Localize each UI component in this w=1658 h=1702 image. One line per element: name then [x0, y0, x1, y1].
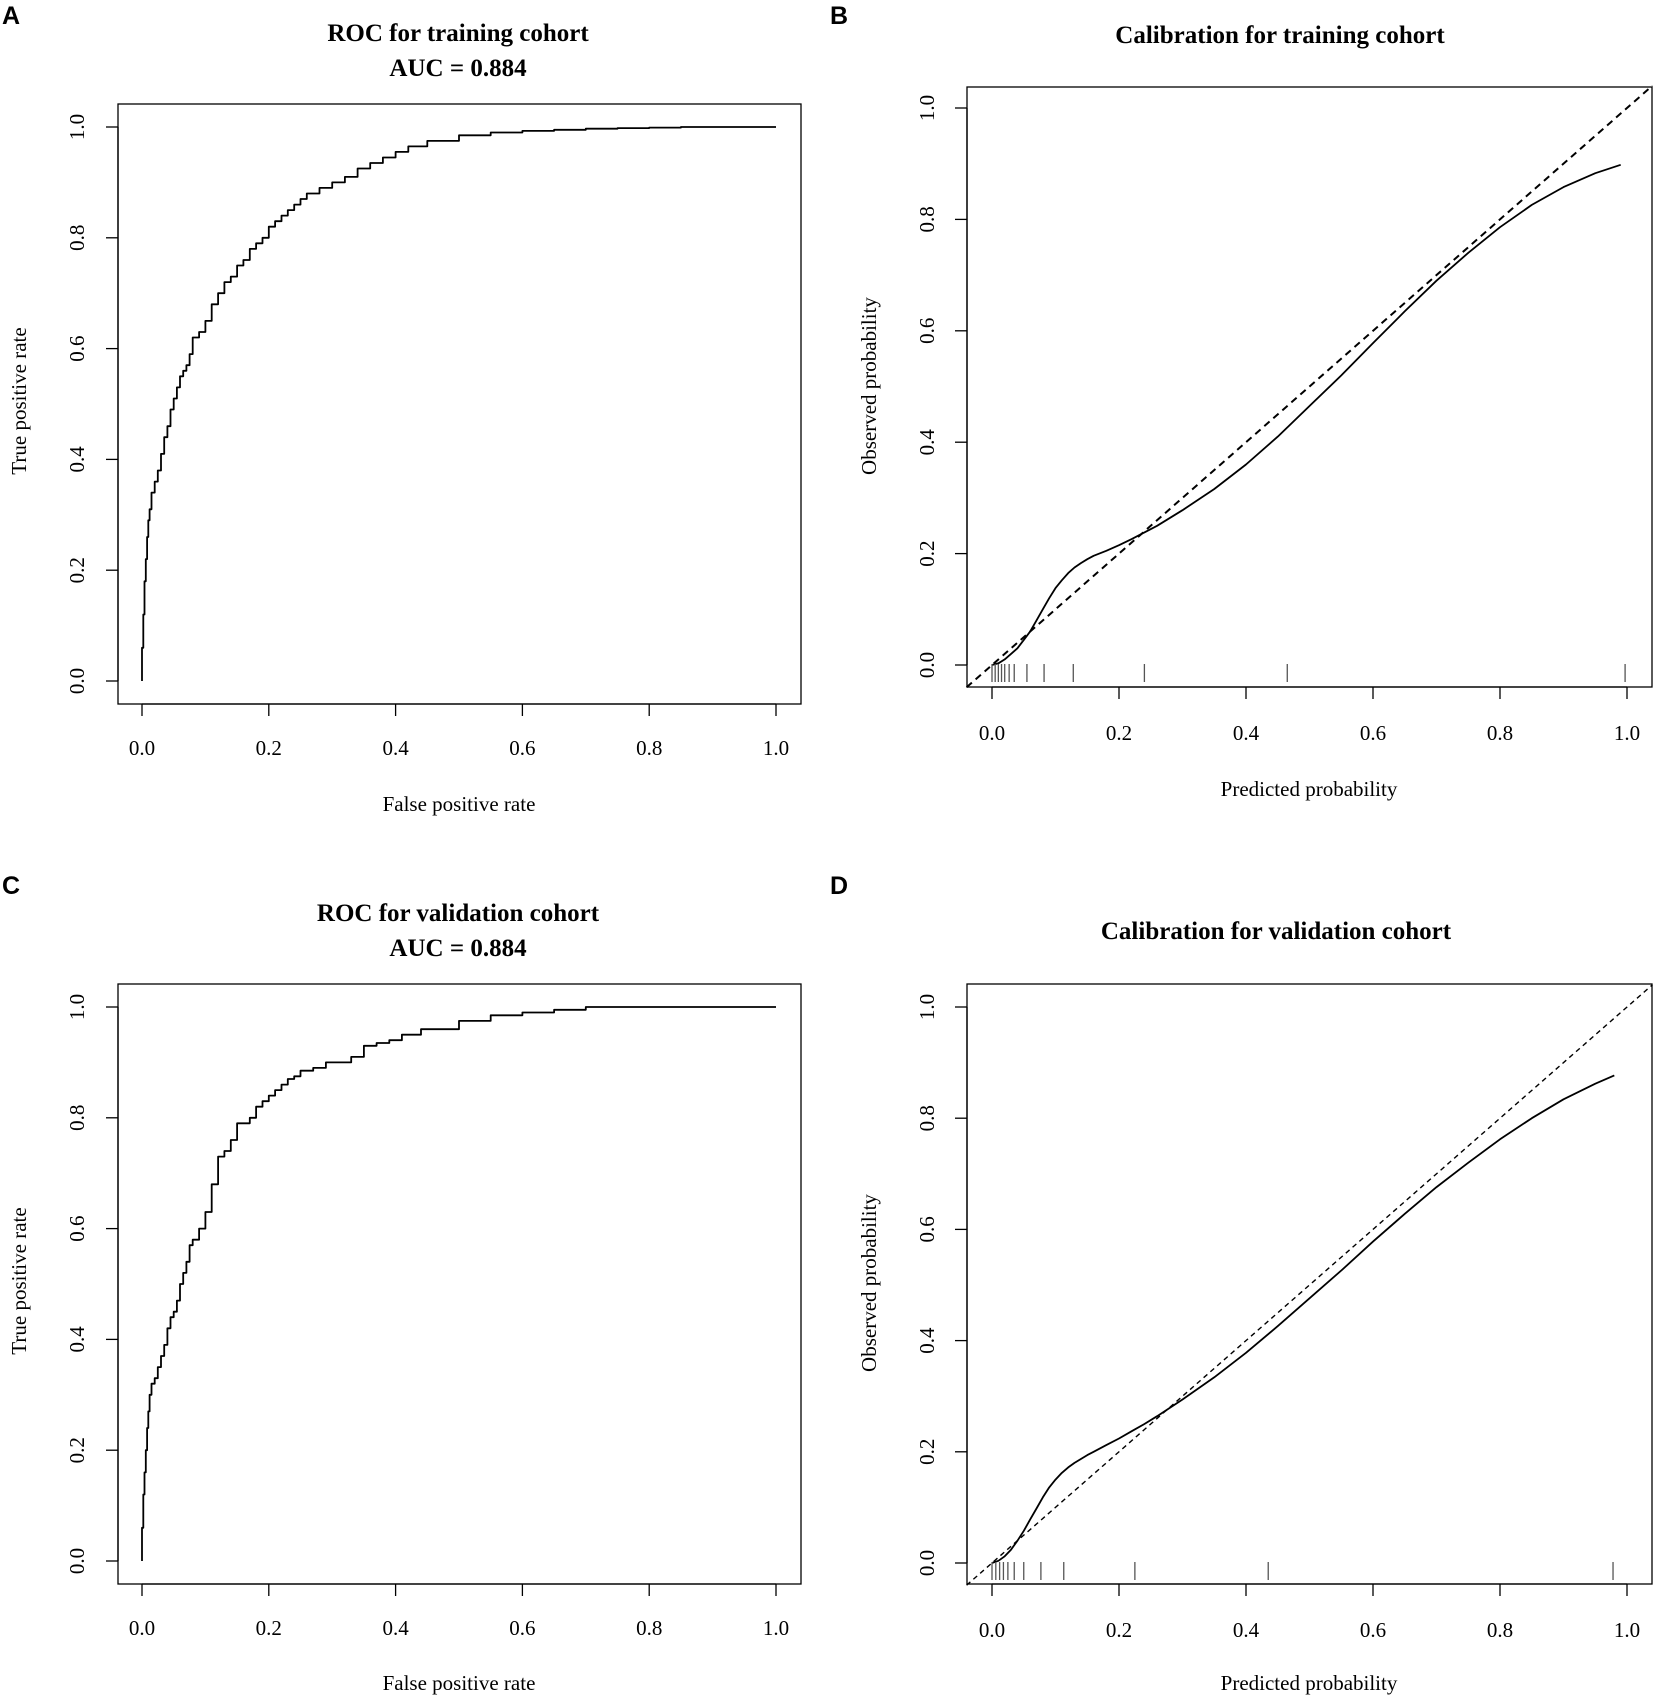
panel-d-x-tick-label: 0.2 [1106, 1618, 1132, 1642]
panel-d-x-tick-label: 0.4 [1233, 1618, 1260, 1642]
panel-c-x-tick-label: 0.0 [129, 1616, 155, 1640]
panel-a-y-tick-label: 0.0 [65, 668, 89, 694]
panel-c-y-tick-label: 0.8 [65, 1105, 89, 1131]
panel-d: D Calibration for validation cohort 0.0 … [830, 872, 1653, 1695]
panel-a-x-axis: 0.0 0.2 0.4 0.6 0.8 1.0 False positive r… [129, 703, 789, 816]
panel-d-y-axis-label: Observed probability [857, 1194, 881, 1372]
panel-a-y-tick-label: 0.2 [65, 557, 89, 583]
panel-d-title: Calibration for validation cohort [1101, 918, 1452, 945]
panel-b-x-tick-label: 0.8 [1487, 721, 1513, 745]
panel-label-c: C [2, 872, 20, 900]
panel-b-x-tick-label: 1.0 [1614, 721, 1640, 745]
panel-b-y-axis-label: Observed probability [857, 297, 881, 475]
panel-d-x-tick-label: 0.6 [1360, 1618, 1386, 1642]
panel-d-y-tick-label: 0.8 [915, 1105, 939, 1131]
panel-d-y-tick-label: 1.0 [915, 994, 939, 1020]
panel-c-y-tick-label: 0.0 [65, 1548, 89, 1574]
panel-b-x-axis: 0.0 0.2 0.4 0.6 0.8 1.0 Predicted probab… [979, 686, 1640, 801]
panel-a-x-tick-label: 0.0 [129, 736, 155, 760]
panel-d-y-tick-label: 0.2 [915, 1439, 939, 1465]
panel-label-d: D [830, 872, 848, 900]
panel-d-y-tick-label: 0.0 [915, 1550, 939, 1576]
panel-c-subtitle: AUC = 0.884 [389, 935, 527, 962]
panel-c-title: ROC for validation cohort [317, 900, 600, 927]
panel-d-x-tick-label: 1.0 [1614, 1618, 1640, 1642]
panel-a-y-axis-label: True positive rate [7, 327, 31, 474]
panel-a-subtitle: AUC = 0.884 [389, 55, 527, 82]
panel-d-x-axis: 0.0 0.2 0.4 0.6 0.8 1.0 Predicted probab… [979, 1583, 1640, 1695]
panel-a-y-tick-label: 0.6 [65, 335, 89, 361]
panel-a-x-axis-label: False positive rate [383, 792, 536, 816]
panel-d-x-tick-label: 0.0 [979, 1618, 1005, 1642]
panel-b-ideal-line [965, 84, 1654, 689]
panel-a-x-tick-label: 0.4 [382, 736, 409, 760]
panel-b-x-tick-label: 0.0 [979, 721, 1005, 745]
panel-d-ideal-line [966, 984, 1653, 1586]
panel-c-y-tick-label: 1.0 [65, 994, 89, 1020]
panel-c-x-tick-label: 0.4 [382, 1616, 409, 1640]
panel-b-x-tick-label: 0.4 [1233, 721, 1260, 745]
panel-a: A ROC for training cohort AUC = 0.884 0.… [2, 2, 802, 816]
panel-b-y-tick-label: 0.6 [915, 318, 939, 344]
panel-a-x-tick-label: 0.8 [636, 736, 662, 760]
panel-c-y-tick-label: 0.6 [65, 1215, 89, 1241]
panel-b-y-tick-label: 0.4 [915, 429, 939, 456]
panel-a-y-axis: 0.0 0.2 0.4 0.6 0.8 1.0 True positive ra… [7, 114, 119, 694]
panel-d-y-tick-label: 0.4 [915, 1327, 939, 1354]
panel-c: C ROC for validation cohort AUC = 0.884 … [2, 872, 802, 1695]
panel-b-y-tick-label: 1.0 [915, 95, 939, 121]
panel-d-x-axis-label: Predicted probability [1221, 1671, 1398, 1695]
panel-a-x-tick-label: 1.0 [763, 736, 789, 760]
panel-a-y-tick-label: 1.0 [65, 114, 89, 140]
panel-c-plot-frame [117, 983, 802, 1585]
panel-a-plot-frame [117, 103, 802, 705]
panel-b-x-axis-label: Predicted probability [1221, 777, 1398, 801]
panel-c-x-tick-label: 0.2 [256, 1616, 282, 1640]
panel-c-x-tick-label: 1.0 [763, 1616, 789, 1640]
panel-label-b: B [830, 2, 848, 30]
panel-b-rug [991, 664, 1626, 682]
panel-b: B Calibration for training cohort 0.0 0.… [830, 2, 1654, 801]
panel-c-x-tick-label: 0.8 [636, 1616, 662, 1640]
panel-d-y-tick-label: 0.6 [915, 1216, 939, 1242]
panel-d-x-tick-label: 0.8 [1487, 1618, 1513, 1642]
panel-b-y-tick-label: 0.8 [915, 206, 939, 232]
panel-a-x-tick-label: 0.6 [509, 736, 535, 760]
panel-label-a: A [2, 2, 20, 30]
panel-c-x-axis: 0.0 0.2 0.4 0.6 0.8 1.0 False positive r… [129, 1583, 789, 1695]
panel-c-x-axis-label: False positive rate [383, 1671, 536, 1695]
panel-c-y-tick-label: 0.2 [65, 1437, 89, 1463]
panel-b-x-tick-label: 0.2 [1106, 721, 1132, 745]
panel-b-y-tick-label: 0.2 [915, 540, 939, 566]
panel-d-y-axis: 0.0 0.2 0.4 0.6 0.8 1.0 Observed probabi… [857, 994, 968, 1576]
panel-a-roc-curve [141, 126, 776, 681]
panel-c-x-tick-label: 0.6 [509, 1616, 535, 1640]
panel-c-y-tick-label: 0.4 [65, 1326, 89, 1353]
panel-c-roc-curve [141, 1006, 776, 1561]
panel-b-x-tick-label: 0.6 [1360, 721, 1386, 745]
panel-c-y-axis-label: True positive rate [7, 1207, 31, 1354]
panel-c-y-axis: 0.0 0.2 0.4 0.6 0.8 1.0 True positive ra… [7, 994, 119, 1574]
panel-a-x-tick-label: 0.2 [256, 736, 282, 760]
panel-a-title: ROC for training cohort [327, 20, 589, 47]
panel-d-calibration-curve [991, 1074, 1615, 1564]
panel-a-y-tick-label: 0.4 [65, 446, 89, 473]
panel-a-y-tick-label: 0.8 [65, 225, 89, 251]
panel-b-y-axis: 0.0 0.2 0.4 0.6 0.8 1.0 Observed probabi… [857, 95, 968, 678]
panel-b-y-tick-label: 0.0 [915, 652, 939, 678]
panel-d-rug [991, 1562, 1614, 1580]
panel-b-calibration-curve [991, 163, 1621, 666]
panel-b-title: Calibration for training cohort [1115, 22, 1445, 49]
